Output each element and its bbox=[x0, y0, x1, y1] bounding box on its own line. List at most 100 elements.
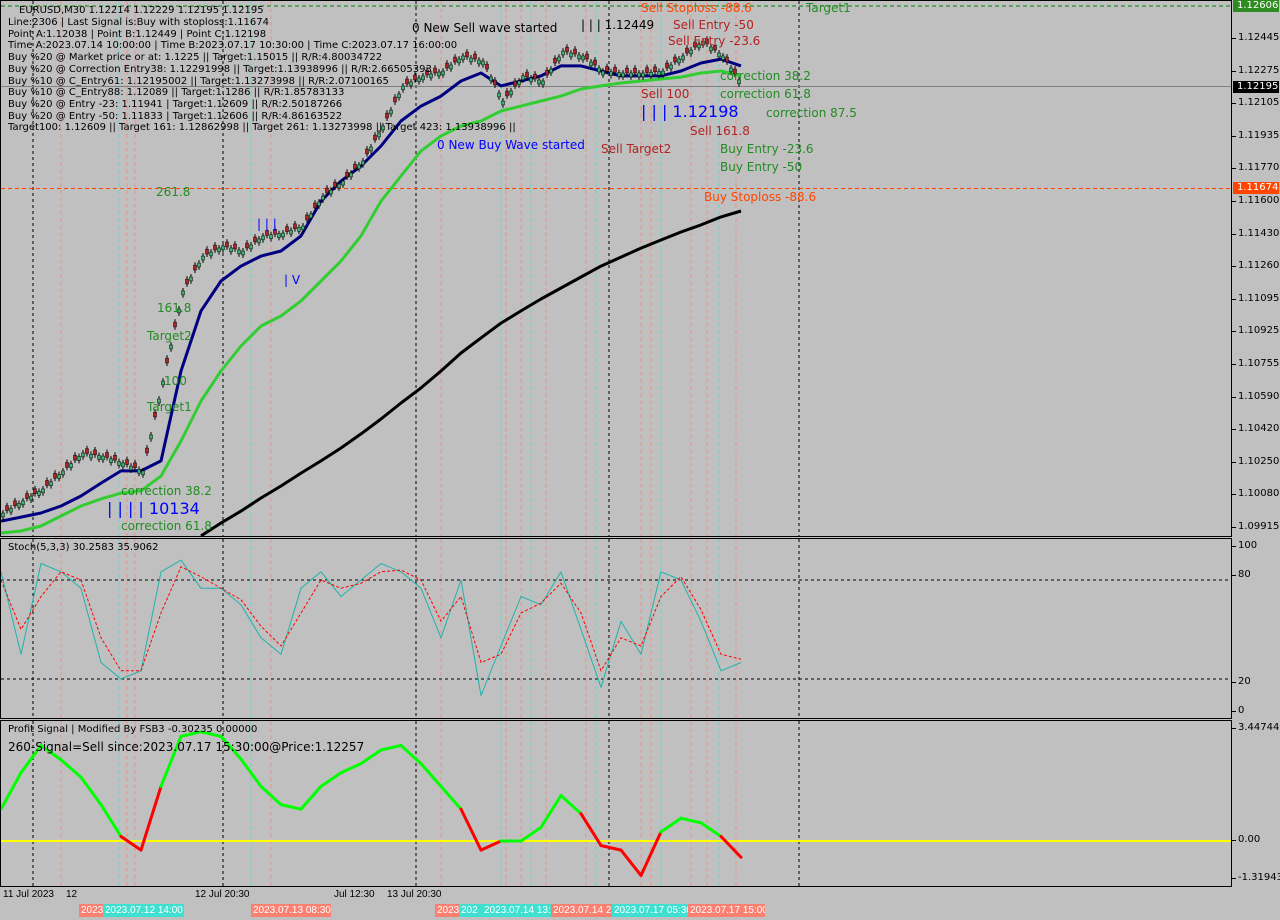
candle-body bbox=[493, 79, 497, 86]
stoch-level-20: 20 bbox=[1232, 676, 1251, 687]
price-tick: 1.11600 bbox=[1231, 195, 1280, 206]
profit-signal-canvas bbox=[1, 721, 1231, 886]
price-tick: 1.10925 bbox=[1231, 325, 1280, 337]
profit-signal-segment bbox=[299, 784, 323, 811]
profit-signal-panel[interactable]: Profit Signal | Modified By FSB3 -0.3023… bbox=[0, 720, 1232, 887]
price-tick: 1.11770 bbox=[1231, 162, 1280, 174]
profit-signal-segment bbox=[699, 821, 723, 838]
candle-body bbox=[397, 93, 401, 99]
candle-body bbox=[269, 234, 273, 239]
fib-261-label: 261.8 bbox=[156, 185, 191, 199]
stochastic-panel[interactable]: Stoch(5,3,3) 30.2583 35.9062 bbox=[0, 538, 1232, 719]
candle-body bbox=[217, 247, 221, 253]
candle-body bbox=[377, 132, 381, 138]
wave-marks: | | | bbox=[257, 217, 277, 231]
candle-body bbox=[653, 66, 657, 73]
candle-body bbox=[545, 69, 549, 76]
profit-level-zero: 0.00 bbox=[1231, 834, 1261, 845]
candle-body bbox=[193, 264, 197, 271]
sell-161-label: Sell 161.8 bbox=[690, 124, 750, 138]
candle-body bbox=[77, 456, 81, 461]
time-axis[interactable]: 11 Jul 2023 12 12 Jul 20:30 Jul 12:30 13… bbox=[0, 887, 1232, 920]
candle-body bbox=[41, 488, 45, 494]
signal-info-line: Buy %20 @ Entry -50: 1.11833 | Target:1.… bbox=[8, 110, 343, 122]
profit-signal-segment bbox=[519, 825, 543, 843]
fib-161-label: 161.8 bbox=[157, 301, 192, 315]
correction-87-label: correction 87.5 bbox=[766, 106, 857, 120]
time-label: 12 Jul 20:30 bbox=[195, 889, 250, 900]
candle-body bbox=[565, 46, 569, 53]
price-tick: 1.10420 bbox=[1231, 423, 1280, 435]
candle-body bbox=[153, 411, 157, 418]
candle-body bbox=[273, 229, 277, 235]
wave-marks-v: | V bbox=[284, 273, 301, 287]
profit-signal-segment bbox=[679, 816, 703, 825]
correction-61-label: correction 61.8 bbox=[720, 87, 811, 101]
candle-body bbox=[577, 54, 581, 60]
candle-body bbox=[373, 134, 377, 141]
price-axis[interactable]: 1.12445 1.12275 1.12105 1.11935 1.11770 1.116… bbox=[1231, 0, 1280, 537]
price-tick: 1.09915 bbox=[1231, 521, 1280, 532]
candle-body bbox=[221, 245, 225, 251]
candle-body bbox=[381, 125, 385, 131]
profit-signal-segment bbox=[419, 762, 443, 788]
target-top-label: Target1 bbox=[806, 1, 851, 15]
candle-body bbox=[517, 80, 521, 86]
candle-body bbox=[349, 172, 353, 178]
candle-body bbox=[181, 290, 185, 296]
candle-body bbox=[149, 434, 153, 440]
candle-body bbox=[637, 72, 641, 78]
candle-body bbox=[737, 79, 741, 85]
candle-body bbox=[705, 38, 709, 45]
candle-body bbox=[621, 72, 625, 78]
candle-body bbox=[85, 448, 89, 454]
profit-signal-segment bbox=[19, 743, 43, 775]
sell-target2-label: Sell Target2 bbox=[601, 142, 672, 156]
point-b-label: | | | 1.12449 bbox=[581, 18, 655, 32]
candle-body bbox=[457, 58, 461, 64]
stochastic-axis: 100 80 20 0 bbox=[1231, 538, 1280, 719]
candle-body bbox=[305, 214, 309, 221]
candle-body bbox=[613, 67, 617, 73]
candle-body bbox=[321, 195, 325, 201]
candle-body bbox=[649, 71, 653, 77]
candle-body bbox=[629, 72, 633, 78]
candle-body bbox=[537, 79, 541, 85]
candle-body bbox=[401, 85, 405, 91]
stoploss-price-box: 1.11674 bbox=[1233, 182, 1279, 194]
time-marker-box: 2023.07.13 08:30 bbox=[251, 904, 331, 917]
profit-signal-segment bbox=[79, 775, 103, 807]
price-tick: 1.12275 bbox=[1231, 64, 1280, 76]
candle-body bbox=[505, 90, 509, 97]
candle-body bbox=[309, 213, 313, 219]
candle-body bbox=[17, 503, 21, 508]
price-tick: 1.12445 bbox=[1231, 32, 1280, 43]
target2-label: Target2 bbox=[147, 329, 192, 343]
candle-body bbox=[485, 63, 489, 70]
candle-body bbox=[665, 62, 669, 69]
candle-body bbox=[165, 357, 169, 364]
candle-body bbox=[197, 262, 201, 268]
candle-body bbox=[525, 71, 529, 78]
candle-body bbox=[461, 55, 465, 61]
candle-body bbox=[681, 55, 685, 61]
candle-body bbox=[409, 81, 413, 87]
candle-body bbox=[685, 47, 689, 54]
candle-body bbox=[73, 454, 77, 461]
profit-signal-segment bbox=[579, 812, 603, 848]
candle-body bbox=[633, 67, 637, 74]
price-tick: 1.10590 bbox=[1231, 390, 1280, 402]
candle-body bbox=[369, 146, 373, 152]
candle-body bbox=[601, 70, 605, 76]
candle-body bbox=[205, 248, 209, 255]
candle-body bbox=[529, 77, 533, 83]
candle-body bbox=[481, 60, 485, 66]
candle-body bbox=[113, 455, 117, 461]
time-label: 12 bbox=[66, 889, 78, 900]
sell-stoploss-label: Sell Stoploss -88.6 bbox=[641, 1, 752, 15]
signal-info-line: Buy %10 @ C_Entry88: 1.12089 || Target:1… bbox=[8, 87, 345, 99]
point-c-label: | | | 1.12198 bbox=[641, 102, 739, 121]
profit-signal-segment bbox=[719, 834, 743, 859]
candle-body bbox=[37, 491, 41, 496]
price-chart-panel[interactable]: EURUSD,M30 1.12214 1.12229 1.12195 1.121… bbox=[0, 0, 1232, 537]
